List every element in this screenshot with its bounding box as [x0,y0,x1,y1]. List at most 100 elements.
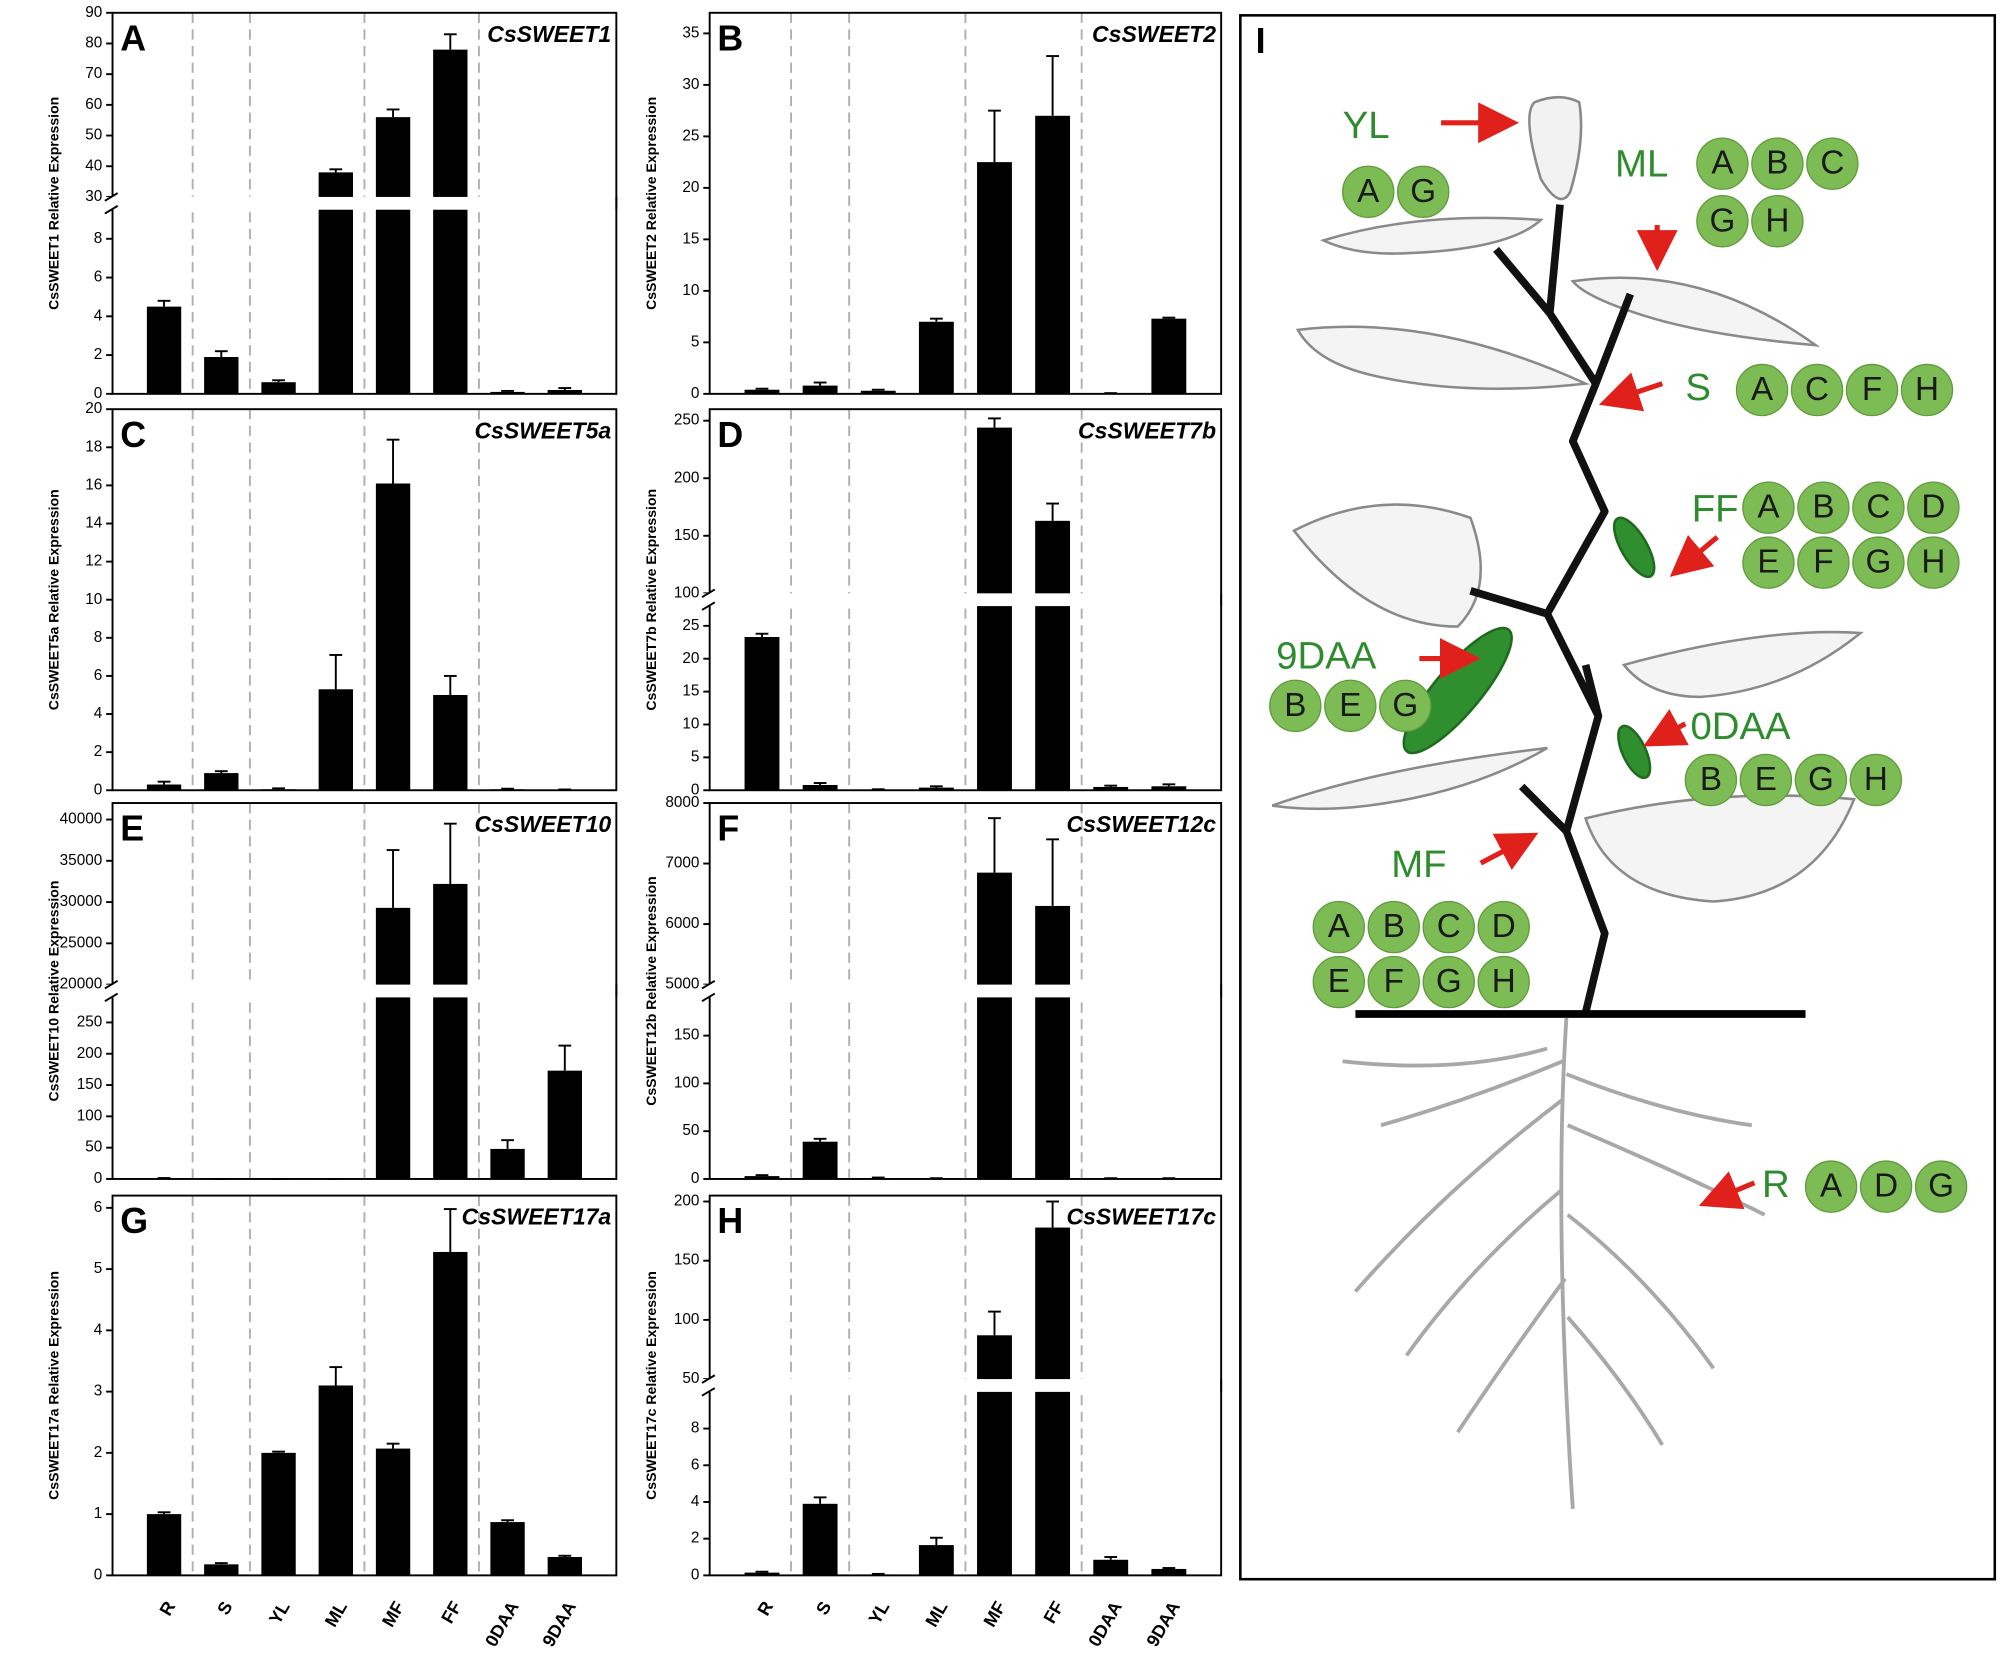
panel-badge [1735,363,1789,417]
bar [1151,318,1187,394]
y-tick-label: 25 [682,617,699,634]
panel-badge-label: H [1765,202,1789,239]
bar [375,1448,411,1576]
x-tick-label: 0DAA [481,1598,523,1650]
x-tick-label: 9DAA [1142,1598,1184,1650]
chart-panel: 0 50 100 150 200 250 20000 25000 30000 35000 40000… [46,802,618,1187]
panel-badge-label: C [1437,908,1461,945]
break-mark [104,979,119,990]
panel-badge [1477,900,1530,954]
y-tick-label: 30 [85,188,102,205]
x-tick-label: YL [265,1598,294,1628]
y-tick-label: 10 [682,716,699,733]
bar [744,389,780,394]
chart-panel: 0 50 100 150 5000 6000 7000 8000 CsSWEET12c F CsSW… [643,794,1223,1187]
panel-badge [1367,955,1420,1009]
panel-badge-label: G [1709,202,1735,239]
panel-label: I [1256,21,1266,61]
bar [547,389,582,394]
panel-badge [1422,900,1475,954]
bar [977,162,1012,394]
organ-label: 9DAA [1276,635,1377,678]
y-tick-label: 4 [94,307,103,324]
panel-label: A [120,18,146,58]
y-tick-label: 16 [85,476,102,493]
bar [204,357,239,394]
panel-badge-label: G [1865,544,1891,581]
break-mark [104,205,119,215]
panel-badge-label: E [1755,761,1777,798]
panel-badge-label: E [1757,544,1779,581]
organ-label: R [1762,1163,1790,1206]
panel-badge [1751,137,1804,190]
panel-badge [1742,536,1795,589]
y-tick-label: 5 [94,1260,103,1277]
break-mark [701,1374,716,1384]
y-tick-label: 6 [94,1199,103,1216]
x-tick-label: 9DAA [538,1598,580,1650]
bar [977,427,1012,791]
panel-badge-label: A [1711,145,1734,182]
leaves [1271,216,1864,903]
y-axis-label: CsSWEET1 Relative Expression [46,97,62,310]
panel-badge [1477,955,1530,1009]
chart-panel: 0 1 2 3 4 5 6 CsSWEET17a G CsSWEET17a Relative Ex… [46,1194,618,1650]
panel-title: CsSWEET5a [474,417,611,443]
y-tick-label: 20 [85,400,102,417]
y-tick-label: 100 [674,1074,700,1091]
y-tick-label: 15 [682,230,699,247]
y-tick-label: 8000 [665,794,699,811]
panel-badge-label: G [1410,173,1436,210]
y-tick-label: 0 [691,781,700,798]
y-tick-label: 100 [674,584,700,601]
y-tick-label: 6 [94,667,103,684]
chart-panel: 0 2 4 6 8 10 12 14 16 18 20 CsSWEET5a C CsSWEET5a Rel… [46,400,618,798]
y-tick-label: 40000 [60,811,103,828]
roots [1342,1017,1766,1509]
panel-badge [1739,753,1793,807]
bar [204,1564,239,1576]
panel-badge-label: F [1384,963,1404,1000]
panel-badge-label: A [1328,908,1351,945]
organ-label: S [1685,366,1711,409]
panel-title: CsSWEET10 [474,811,611,837]
bar [547,1556,582,1576]
panel-label: G [120,1201,148,1241]
panel-title: CsSWEET12c [1066,811,1216,837]
x-tick-label: MF [378,1598,408,1630]
y-tick-label: 20000 [60,976,103,993]
panel-badge-label: G [1928,1168,1954,1205]
y-tick-label: 100 [674,1311,700,1328]
panel-badge-label: G [1436,963,1462,1000]
y-tick-label: 5 [691,748,700,765]
y-tick-label: 25 [682,127,699,144]
panel-badge [1852,536,1905,589]
bar [261,382,296,394]
y-tick-label: 3 [94,1383,103,1400]
axis-break [702,593,1220,607]
panel-title: CsSWEET1 [487,21,611,47]
y-tick-label: 0 [94,385,103,402]
bar [918,1545,954,1576]
y-axis-label: CsSWEET17c Relative Expression [643,1271,659,1500]
y-tick-label: 50 [85,127,102,144]
x-tick-label: S [213,1598,236,1618]
bar [146,306,182,394]
break-mark [104,992,119,1003]
bar [204,773,239,791]
y-tick-label: 20 [682,179,699,196]
panel-badge-label: B [1383,908,1405,945]
panel-badge-label: C [1820,145,1844,182]
bar [318,689,353,791]
bar [802,1141,838,1179]
bar [318,1385,353,1576]
y-tick-label: 2 [94,743,103,760]
plot-frame [708,11,1223,395]
panel-badge-label: B [1766,145,1788,182]
y-tick-label: 40 [85,157,102,174]
bar [490,391,525,394]
y-tick-label: 6000 [665,915,699,932]
bar [977,872,1012,1179]
bar [860,1574,896,1576]
panel-badge-label: H [1864,761,1888,798]
